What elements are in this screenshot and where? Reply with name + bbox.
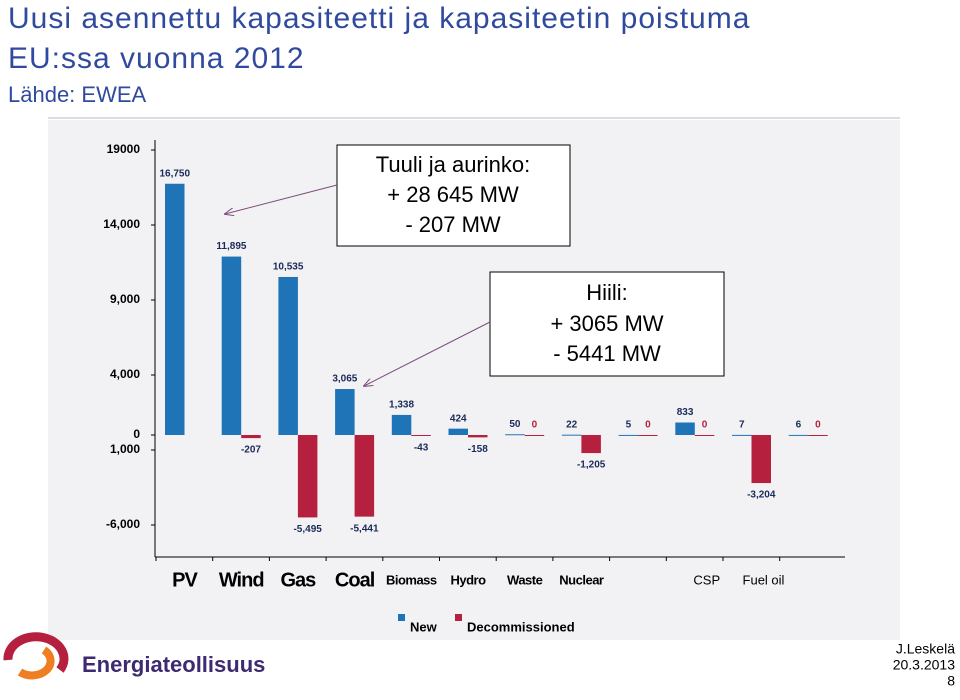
annotation: + 3065 MW (550, 311, 663, 336)
bar (808, 435, 828, 436)
y-tick-label: 9,000 (110, 292, 140, 306)
bar (241, 435, 261, 439)
x-tick-label: Fuel oil (743, 572, 785, 587)
value-label: 22 (566, 419, 578, 430)
y-tick-label: 1,000 (110, 442, 140, 456)
value-label: 833 (677, 407, 694, 418)
value-label: 0 (532, 420, 538, 431)
title: Uusi asennettu kapasiteetti ja kapasitee… (8, 2, 750, 35)
value-label: 0 (702, 420, 708, 431)
annotation-box (336, 144, 571, 247)
x-tick-label: CSP (693, 572, 720, 587)
value-label: 1,338 (389, 400, 414, 411)
value-label: -5,495 (293, 524, 322, 535)
bar (675, 422, 695, 435)
value-label: 11,895 (216, 241, 246, 252)
bar (618, 434, 639, 436)
value-label: 3,065 (332, 374, 357, 385)
bar (335, 389, 355, 435)
value-label: 0 (815, 420, 821, 431)
date: 20.3.2013 (893, 657, 955, 673)
x-tick-label: Wind (219, 569, 264, 591)
bar (505, 434, 525, 436)
value-label: 16,750 (159, 168, 190, 179)
title: EU:ssa vuonna 2012 (8, 42, 305, 75)
legend-label: New (410, 619, 438, 634)
bar (297, 435, 318, 518)
bar (788, 434, 809, 436)
bar (221, 256, 242, 435)
logo-icon (3, 632, 69, 680)
source: Lähde: EWEA (8, 82, 147, 107)
y-tick-label: 0 (133, 427, 140, 441)
x-tick-label: Nuclear (559, 572, 604, 587)
value-label: -158 (468, 444, 488, 455)
bar (751, 435, 771, 484)
y-tick-label: -6,000 (106, 517, 140, 531)
x-tick-label: Waste (507, 572, 543, 587)
value-label: 5 (626, 420, 632, 431)
y-tick-label: 14,000 (103, 217, 140, 231)
value-label: -3,204 (747, 490, 776, 501)
bar (732, 434, 752, 436)
x-tick-label: Biomass (386, 572, 437, 587)
bar (165, 183, 185, 435)
annotation: + 28 645 MW (387, 182, 519, 207)
value-label: 10,535 (273, 262, 304, 273)
bar (354, 435, 375, 517)
legend-swatch (398, 614, 405, 621)
value-label: 7 (739, 420, 745, 431)
arrow (364, 321, 491, 386)
value-label: -5,441 (350, 523, 379, 534)
annotation: - 207 MW (405, 212, 501, 237)
value-label: -43 (414, 442, 429, 453)
bar (524, 435, 545, 436)
bar (694, 435, 715, 436)
bar (411, 435, 431, 436)
bar (468, 435, 488, 438)
x-tick-label: PV (172, 569, 198, 591)
bar (391, 414, 412, 435)
bar (448, 428, 468, 435)
x-tick-label: Gas (280, 569, 316, 591)
bar (581, 435, 601, 454)
annotation: Tuuli ja aurinko: (376, 152, 530, 177)
value-label: 6 (796, 420, 802, 431)
page-number: 8 (947, 673, 955, 689)
y-tick-label: 19000 (107, 142, 141, 156)
value-label: -1,205 (577, 460, 606, 471)
legend-label: Decommissioned (467, 619, 575, 634)
arrow (225, 184, 338, 214)
annotation-box (489, 271, 725, 377)
y-tick-label: 4,000 (110, 367, 140, 381)
bar (278, 276, 298, 435)
bar (561, 434, 582, 436)
value-label: 50 (509, 419, 521, 430)
annotation: - 5441 MW (553, 341, 661, 366)
value-label: 0 (645, 420, 651, 431)
logo-text: Energiateollisuus (82, 652, 265, 677)
x-tick-label: Hydro (450, 572, 486, 587)
annotation: Hiili: (586, 280, 628, 305)
value-label: -207 (241, 445, 261, 456)
author: J.Leskelä (896, 641, 955, 657)
bar (638, 435, 658, 436)
x-tick-label: Coal (335, 569, 375, 591)
value-label: 424 (450, 413, 467, 424)
legend-swatch (455, 614, 462, 621)
